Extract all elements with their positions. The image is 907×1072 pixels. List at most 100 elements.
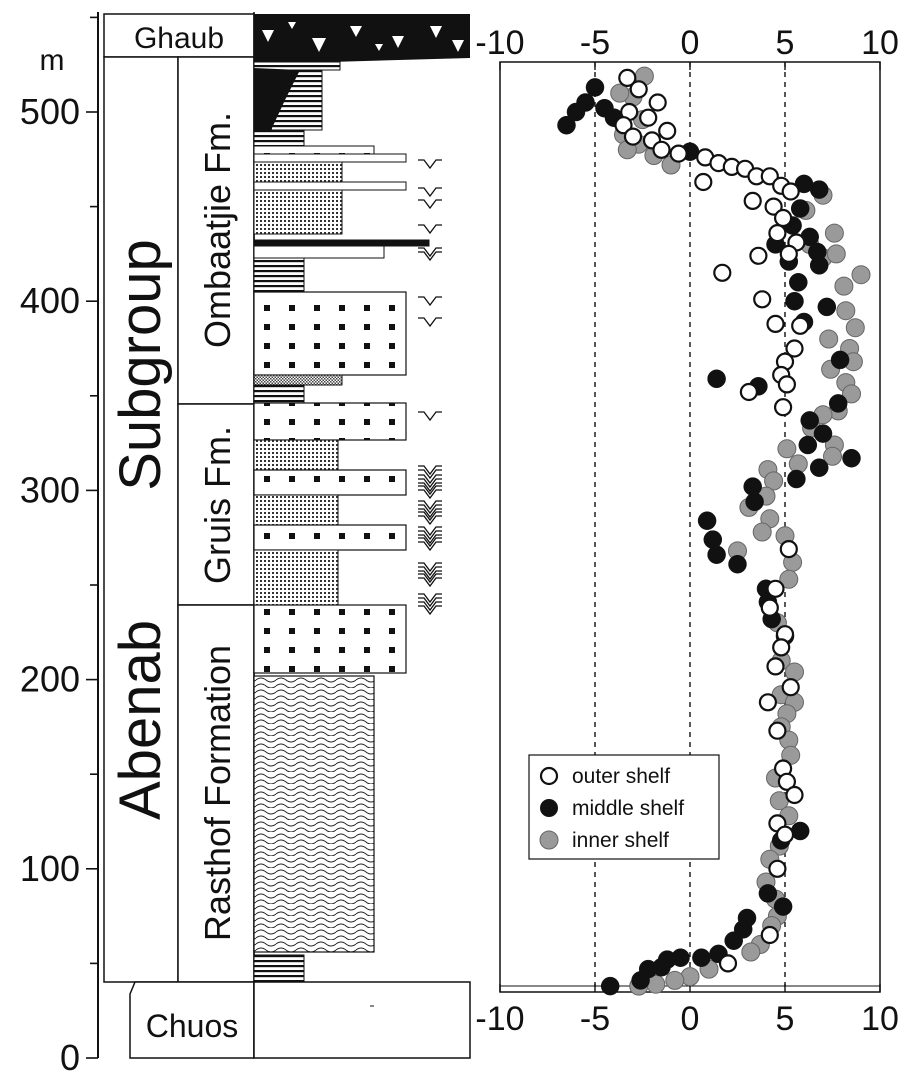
exposure-mark bbox=[418, 562, 442, 573]
outer-shelf-point bbox=[669, 144, 688, 163]
middle-shelf-point bbox=[773, 897, 793, 916]
outer-shelf-point bbox=[779, 539, 798, 559]
lithology-unit bbox=[253, 257, 305, 293]
middle-shelf-point bbox=[707, 545, 726, 564]
middle-shelf-point bbox=[798, 435, 818, 455]
exposure-mark bbox=[418, 577, 442, 588]
depth-tick-label: 500 bbox=[20, 91, 80, 132]
outer-shelf-point bbox=[766, 579, 785, 598]
x-tick-label-top: -5 bbox=[580, 24, 610, 62]
exposure-mark bbox=[418, 469, 442, 480]
outer-shelf-point bbox=[658, 121, 677, 140]
legend-label-outer: outer shelf bbox=[572, 765, 670, 788]
exposure-mark bbox=[418, 541, 442, 552]
depth-tick-label: 100 bbox=[20, 848, 80, 889]
grainstone-unit bbox=[253, 604, 407, 674]
outer-shelf-point bbox=[749, 246, 768, 265]
lithology-unit bbox=[253, 153, 407, 163]
outer-shelf-point bbox=[753, 290, 772, 309]
exposure-mark bbox=[418, 247, 442, 258]
outer-shelf-point bbox=[773, 398, 793, 417]
legend-label-middle: middle shelf bbox=[572, 797, 684, 820]
x-tick-label-top: 10 bbox=[861, 24, 899, 62]
middle-shelf-point bbox=[813, 424, 833, 443]
depth-unit-label: m bbox=[40, 44, 65, 77]
inner-shelf-point bbox=[851, 265, 871, 285]
middle-shelf-point bbox=[817, 297, 837, 317]
lithology-unit bbox=[253, 189, 343, 235]
inner-shelf-point bbox=[665, 970, 685, 990]
gruis-label: Gruis Fm. bbox=[197, 426, 238, 584]
lithology-unit bbox=[253, 954, 305, 983]
outer-shelf-point bbox=[768, 721, 787, 740]
outer-shelf-point bbox=[648, 93, 667, 112]
inner-shelf-point bbox=[836, 301, 856, 321]
inner-shelf-point bbox=[823, 446, 842, 466]
legend-marker-middle bbox=[540, 799, 558, 817]
exposure-mark bbox=[418, 605, 442, 616]
depth-tick-label: 300 bbox=[20, 469, 80, 510]
outer-shelf-point bbox=[760, 925, 779, 945]
x-tick-label-bottom: -5 bbox=[580, 1000, 610, 1038]
exposure-mark bbox=[418, 597, 442, 608]
ghaub-diamictite-unit bbox=[254, 14, 470, 66]
gruis-box bbox=[177, 403, 255, 606]
isotope-plot: -10 -5 0 5 10 -10 -5 0 5 10 outer shelf middle s… bbox=[475, 24, 898, 1038]
exposure-mark bbox=[418, 251, 442, 262]
middle-shelf-point bbox=[785, 291, 804, 311]
outer-shelf-point bbox=[618, 68, 637, 88]
middle-shelf-point bbox=[728, 554, 747, 574]
middle-shelf-point bbox=[809, 256, 829, 275]
grainstone-unit bbox=[253, 402, 407, 441]
lithology-unit bbox=[253, 549, 339, 606]
exposure-mark bbox=[418, 411, 442, 422]
outer-shelf-point bbox=[713, 263, 732, 282]
exposure-surface-marks bbox=[418, 159, 442, 616]
lithology-unit bbox=[253, 439, 339, 471]
exposure-mark bbox=[418, 187, 442, 198]
lithology-unit bbox=[253, 145, 375, 155]
exposure-mark bbox=[418, 573, 442, 584]
grainstone-unit bbox=[253, 291, 407, 376]
exposure-mark bbox=[418, 465, 442, 476]
outer-shelf-point bbox=[772, 638, 791, 657]
exposure-mark bbox=[418, 474, 442, 485]
outer-shelf-point bbox=[614, 116, 633, 135]
middle-shelf-point bbox=[787, 469, 806, 489]
inner-shelf-point bbox=[842, 384, 861, 404]
exposure-mark bbox=[418, 511, 442, 522]
inner-shelf-point bbox=[752, 522, 772, 542]
outer-shelf-point bbox=[760, 598, 779, 617]
middle-shelf-point bbox=[800, 411, 819, 430]
outer-shelf-point bbox=[639, 108, 658, 127]
x-tick-label-bottom: -10 bbox=[475, 1000, 524, 1038]
outer-shelf-point bbox=[768, 859, 787, 878]
lithology-unit bbox=[253, 129, 305, 147]
exposure-mark bbox=[418, 199, 442, 210]
outer-shelf-point bbox=[629, 80, 648, 99]
outer-shelf-point bbox=[739, 382, 759, 402]
group-label-subgroup: Subgroup bbox=[108, 239, 173, 491]
x-tick-label-bottom: 0 bbox=[681, 1000, 700, 1038]
ombaatjie-box bbox=[177, 56, 255, 405]
middle-shelf-point bbox=[809, 180, 829, 199]
x-ticks-bottom: -10 -5 0 5 10 bbox=[475, 984, 899, 1038]
outer-shelf-point bbox=[791, 316, 810, 335]
outer-shelf-point bbox=[718, 954, 738, 973]
middle-shelf-point bbox=[809, 458, 829, 477]
data-points bbox=[557, 66, 871, 996]
middle-shelf-point bbox=[707, 369, 726, 389]
exposure-mark bbox=[418, 508, 442, 519]
inner-shelf-point bbox=[785, 662, 804, 682]
exposure-mark bbox=[418, 224, 442, 235]
outer-shelf-point bbox=[694, 172, 713, 192]
lithology-unit bbox=[253, 374, 343, 386]
outer-shelf-point bbox=[785, 785, 804, 805]
stratigraphic-columns: Ghaub Abenab Subgroup Ombaatjie Fm. Grui… bbox=[103, 13, 255, 1059]
chuos-label: Chuos bbox=[146, 1008, 239, 1044]
x-tick-label-bottom: 10 bbox=[861, 1000, 899, 1038]
x-tick-label-top: 5 bbox=[776, 24, 795, 62]
inner-shelf-point bbox=[819, 329, 839, 349]
ghaub-label: Ghaub bbox=[134, 22, 224, 55]
outer-shelf-point bbox=[785, 339, 804, 358]
